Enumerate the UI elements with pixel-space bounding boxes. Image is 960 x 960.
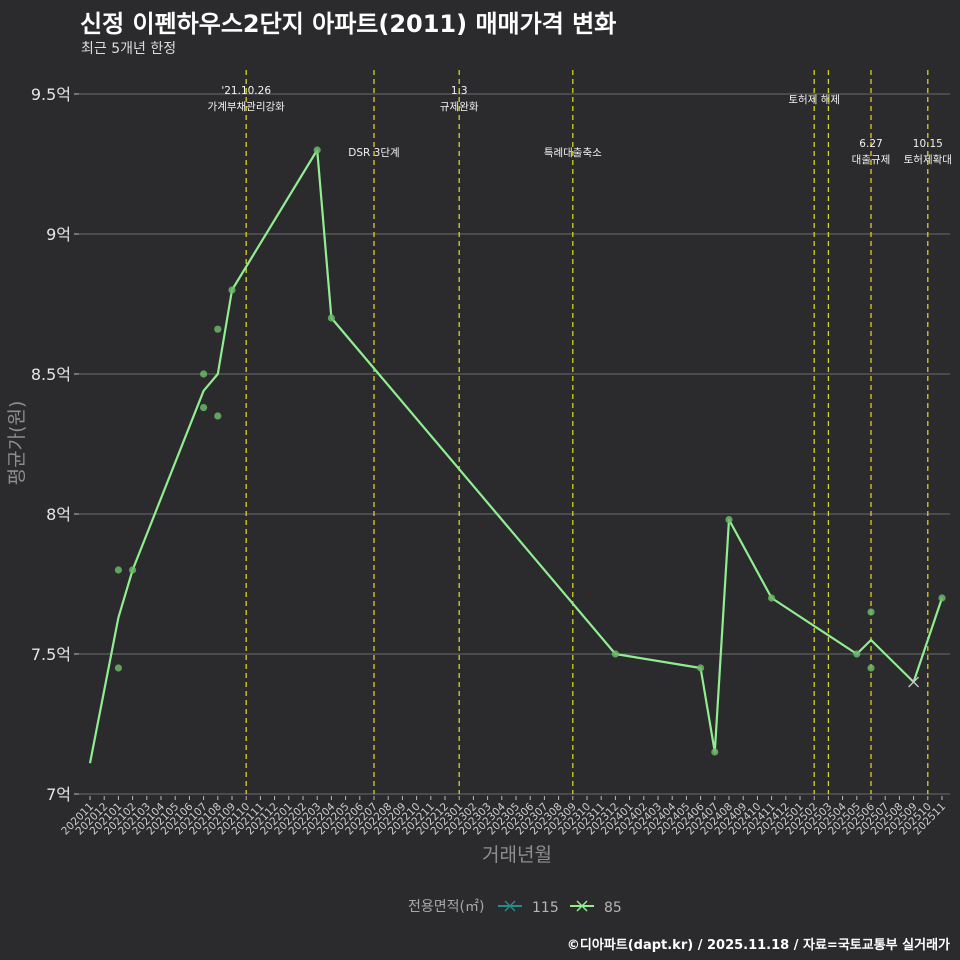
event-label: 6.27 <box>859 138 882 150</box>
event-label: 규제완화 <box>440 100 479 113</box>
data-point-85 <box>214 412 222 420</box>
x-axis-ticks: 2020112020122021012021022021032021042021… <box>59 796 948 837</box>
chart-title: 신정 이펜하우스2단지 아파트(2011) 매매가격 변화 <box>80 10 617 38</box>
data-point-85 <box>725 516 733 524</box>
legend-key-cross <box>576 900 588 912</box>
legend-label: 115 <box>532 900 559 916</box>
data-point-85 <box>867 608 875 616</box>
event-label: 특례대출축소 <box>544 147 602 159</box>
legend-key-cross <box>504 900 516 912</box>
x-axis-title: 거래년월 <box>482 844 552 866</box>
legend: 전용면적(㎡) 115 85 <box>408 899 622 916</box>
data-point-85 <box>697 664 705 672</box>
data-point-85 <box>114 664 122 672</box>
data-point-115 <box>908 676 920 688</box>
data-point-85 <box>129 566 137 574</box>
data-point-85 <box>114 566 122 574</box>
data-point-85 <box>214 325 222 333</box>
data-point-115-stroke <box>908 676 920 688</box>
chart-subtitle: 최근 5개년 한정 <box>81 41 177 57</box>
series-layer <box>88 146 946 764</box>
y-axis-ticks: 7억 7.5억 8억 8.5억 9억 9.5억 <box>31 85 79 804</box>
data-point-85 <box>867 664 875 672</box>
y-axis-title: 평균가(원) <box>6 401 28 486</box>
data-point-85 <box>200 404 208 412</box>
data-point-85 <box>711 748 719 756</box>
data-point-85 <box>200 370 208 378</box>
y-tick-label: 7억 <box>46 785 71 804</box>
event-label: 대출규제 <box>852 154 891 166</box>
y-tick-label: 7.5억 <box>31 645 71 664</box>
y-tick-label: 9억 <box>46 225 71 244</box>
event-label: 10.15 <box>913 138 943 150</box>
event-label: 토허제확대 <box>904 153 952 166</box>
data-point-85 <box>768 594 776 602</box>
legend-title: 전용면적(㎡) <box>408 899 484 915</box>
event-label: '21.10.26 <box>221 85 271 97</box>
event-label: DSR 3단계 <box>348 147 399 159</box>
grid-lines <box>78 93 950 795</box>
data-point-85 <box>228 286 236 294</box>
event-label: 토허제 해제 <box>788 93 840 106</box>
event-label: 가계부채관리강화 <box>208 101 286 113</box>
y-tick-label: 8.5억 <box>31 365 71 384</box>
data-point-85 <box>313 146 321 154</box>
data-point-85 <box>938 594 946 602</box>
data-point-85 <box>853 650 861 658</box>
data-point-85 <box>611 650 620 658</box>
y-tick-label: 9.5억 <box>31 85 71 104</box>
source-caption: ©디아파트(dapt.kr) / 2025.11.18 / 자료=국토교통부 실… <box>566 938 950 953</box>
y-tick-label: 8억 <box>46 505 71 524</box>
legend-label: 85 <box>604 900 622 916</box>
data-point-85 <box>327 314 335 322</box>
event-label: 1.3 <box>451 85 468 97</box>
